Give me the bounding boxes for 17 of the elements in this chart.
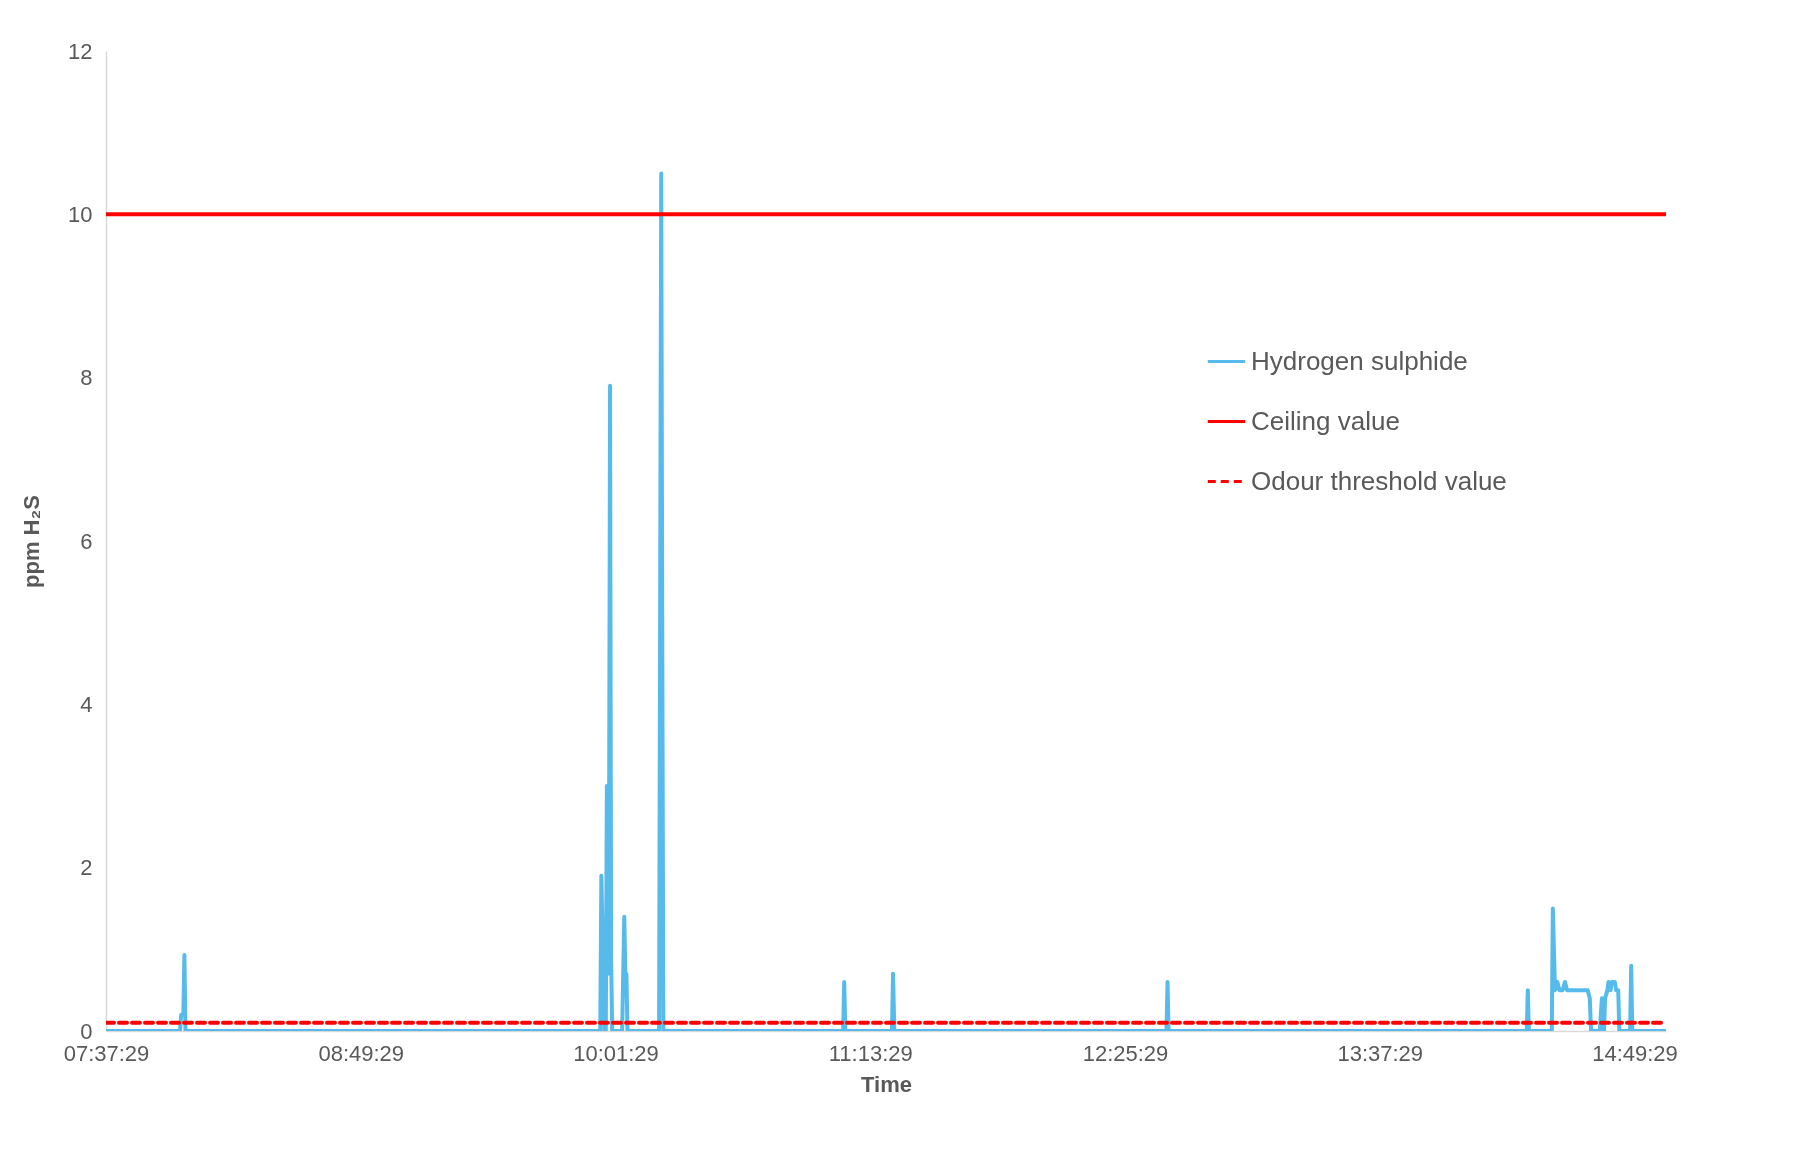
y-axis-title: ppm H₂S	[19, 495, 45, 588]
x-tick-label: 13:37:29	[1337, 1040, 1424, 1066]
y-tick-label: 6	[80, 528, 93, 554]
y-tick-label: 2	[80, 855, 93, 881]
x-tick-label: 14:49:29	[1592, 1040, 1678, 1066]
y-tick-label: 12	[68, 38, 93, 64]
y-tick-label: 10	[68, 201, 93, 227]
legend-label: Hydrogen sulphide	[1251, 345, 1468, 376]
x-tick-label: 11:13:29	[828, 1040, 913, 1066]
legend-label: Odour threshold value	[1251, 465, 1507, 496]
x-axis-title: Time	[861, 1071, 912, 1097]
y-tick-label: 4	[80, 691, 93, 717]
x-tick-label: 12:25:29	[1082, 1040, 1169, 1066]
y-tick-label: 8	[80, 365, 93, 391]
x-tick-label: 08:49:29	[318, 1040, 405, 1066]
legend-label: Ceiling value	[1251, 405, 1400, 436]
x-tick-label: 10:01:29	[573, 1040, 659, 1066]
